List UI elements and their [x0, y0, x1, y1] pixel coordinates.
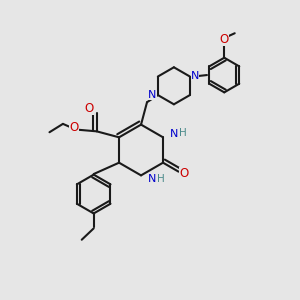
Text: O: O — [69, 121, 79, 134]
Text: N: N — [191, 70, 200, 81]
Text: O: O — [179, 167, 188, 180]
Text: O: O — [220, 33, 229, 46]
Text: N: N — [148, 174, 157, 184]
Text: O: O — [85, 102, 94, 116]
Text: H: H — [157, 174, 164, 184]
Text: N: N — [170, 129, 178, 139]
Text: N: N — [148, 90, 157, 100]
Text: H: H — [178, 128, 186, 138]
